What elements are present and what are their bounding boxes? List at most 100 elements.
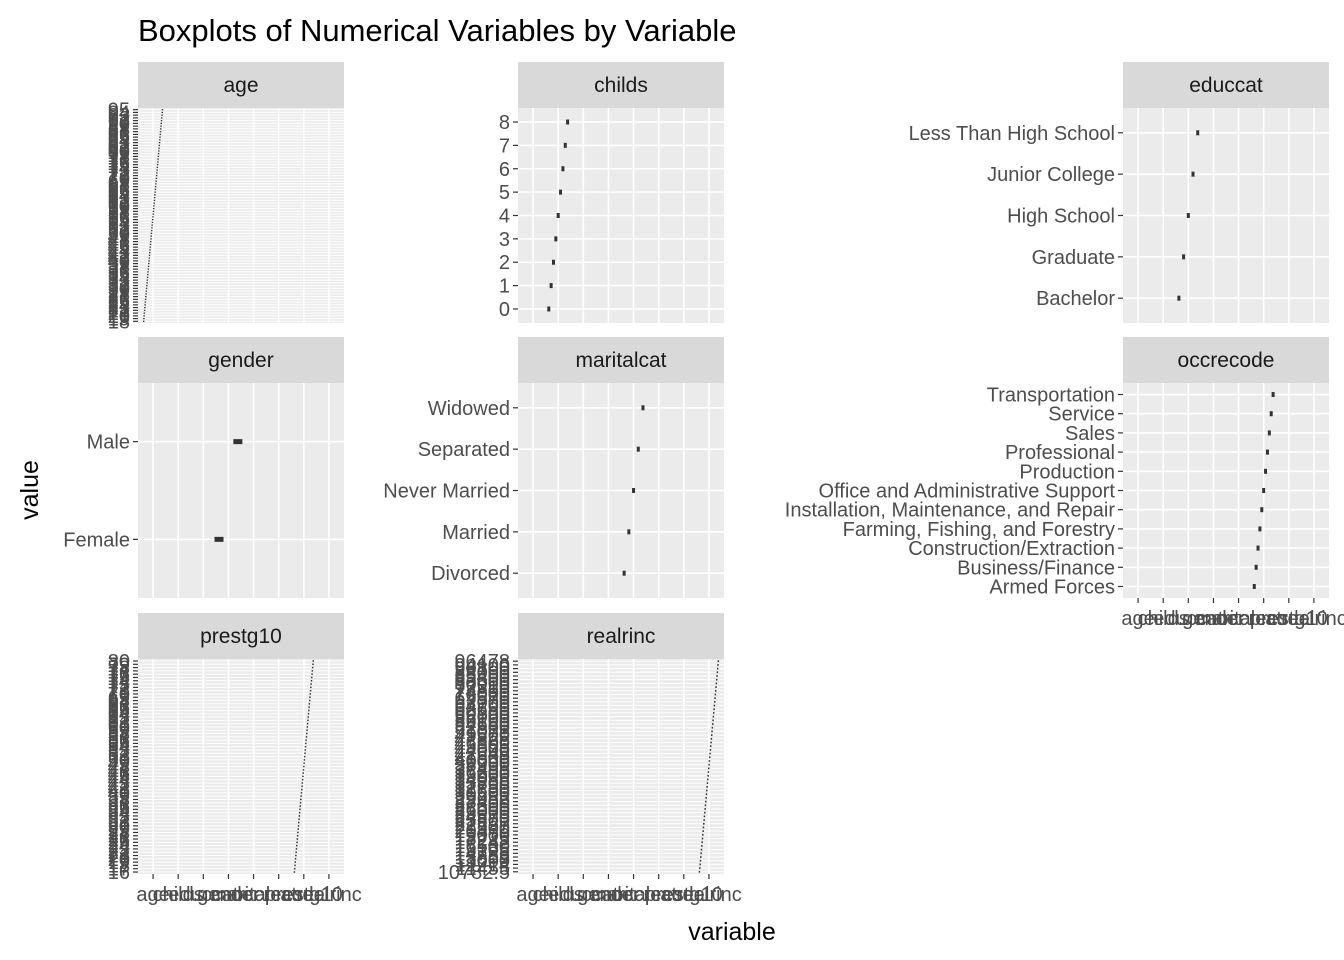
y-tick-label: Male	[87, 432, 130, 454]
box-mark	[160, 125, 162, 127]
y-tick-label: 62690	[454, 699, 510, 721]
y-tick-label: 51	[108, 747, 130, 769]
box-mark	[712, 719, 714, 722]
box-mark	[153, 202, 155, 204]
y-tick-label: 17	[108, 859, 130, 881]
x-tick-label: age	[516, 884, 549, 906]
box-mark	[699, 867, 701, 869]
box-mark	[1256, 545, 1260, 551]
y-tick-label: 64700	[454, 696, 510, 718]
y-tick-label: 64	[108, 704, 130, 726]
y-tick-label: 90800	[454, 659, 510, 681]
box-mark	[1258, 526, 1262, 532]
x-tick-label: prestg10	[265, 884, 343, 906]
box-mark	[299, 805, 302, 807]
y-tick-label: 50	[108, 750, 130, 772]
box-mark	[308, 706, 310, 708]
box-mark	[1186, 213, 1190, 218]
y-tick-label: 33	[108, 270, 130, 292]
y-tick-label: 31	[108, 813, 130, 835]
box-mark	[305, 742, 307, 745]
x-tick-label: childs	[153, 884, 204, 906]
y-tick-label: 44000	[454, 740, 510, 762]
box-mark	[715, 678, 718, 681]
x-tick-label: gender	[197, 884, 260, 906]
box-mark	[295, 854, 297, 857]
box-mark	[144, 304, 146, 306]
x-tick-label: realrinc	[296, 884, 362, 906]
y-tick-label: 46	[108, 234, 130, 256]
box-mark	[304, 752, 306, 755]
box-mark	[146, 284, 148, 287]
box-mark	[303, 755, 306, 758]
y-tick-label: 4	[499, 206, 510, 228]
box-mark	[294, 864, 296, 867]
y-tick-label: Farming, Fishing, and Forestry	[843, 519, 1115, 541]
box-mark	[708, 763, 710, 766]
box-mark	[156, 172, 158, 174]
y-tick-label: 20	[108, 306, 130, 328]
box-mark	[706, 789, 708, 792]
box-mark	[146, 279, 149, 281]
box-mark	[709, 745, 712, 748]
box-mark	[704, 811, 706, 814]
box-mark	[145, 290, 148, 292]
box-mark	[296, 841, 298, 844]
box-mark	[143, 317, 145, 320]
y-tick-label: 29652	[454, 788, 510, 810]
box-mark	[154, 186, 157, 188]
y-tick-label: 68	[108, 174, 130, 196]
y-tick-label: 2	[499, 252, 510, 274]
y-tick-label: 64	[108, 185, 130, 207]
box-mark	[708, 760, 711, 762]
y-tick-label: 14785	[454, 843, 510, 865]
box-mark	[154, 194, 156, 196]
x-tick-label: maritalcat	[210, 884, 297, 906]
y-tick-label: 49	[108, 226, 130, 248]
y-tick-label: 86	[108, 124, 130, 146]
box-mark	[159, 136, 161, 138]
box-mark	[713, 708, 715, 711]
y-tick-label: 60	[108, 196, 130, 218]
y-tick-label: 47	[108, 232, 130, 254]
y-tick-label: 61	[108, 193, 130, 215]
box-mark	[711, 726, 714, 729]
box-mark	[710, 734, 713, 736]
facet-panels: age1819202122232425262728293031323334353…	[63, 62, 1344, 906]
box-mark	[143, 309, 146, 311]
y-tick-label: 69	[108, 171, 130, 193]
box-mark	[632, 488, 636, 493]
box-mark	[311, 676, 313, 679]
y-tick-label: Graduate	[1032, 247, 1115, 269]
y-tick-label: 77	[108, 149, 130, 171]
y-tick-label: 67000	[454, 692, 510, 714]
box-mark	[715, 686, 717, 688]
y-tick-label: Less Than High School	[909, 123, 1115, 145]
y-tick-label: 89	[108, 116, 130, 138]
y-tick-label: 55	[108, 733, 130, 755]
y-tick-label: 53	[108, 740, 130, 762]
y-tick-label: 26	[108, 289, 130, 311]
y-tick-label: 93	[108, 105, 130, 127]
box-mark	[705, 797, 707, 799]
x-tick-label: realrinc	[1281, 608, 1344, 630]
y-tick-label: 28400	[454, 792, 510, 814]
box-mark	[302, 772, 304, 774]
x-tick-label: prestg10	[1250, 608, 1328, 630]
box-mark	[300, 788, 303, 791]
box-mark	[159, 131, 162, 133]
y-tick-label: 38900	[454, 755, 510, 777]
box-mark	[549, 283, 553, 289]
y-tick-label: 39	[108, 786, 130, 808]
y-tick-label: 82600	[454, 670, 510, 692]
box-mark	[704, 804, 707, 807]
panel-age: age 1819202122232425262728293031323334353…	[108, 62, 344, 333]
y-tick-label: 45	[108, 237, 130, 259]
y-tick-label: 41	[108, 780, 130, 802]
box-mark	[145, 287, 148, 289]
box-mark	[1252, 583, 1256, 589]
box-mark	[155, 180, 157, 182]
box-mark	[156, 169, 158, 171]
x-tick-label: gender	[1182, 608, 1245, 630]
y-tick-label: 46	[108, 763, 130, 785]
